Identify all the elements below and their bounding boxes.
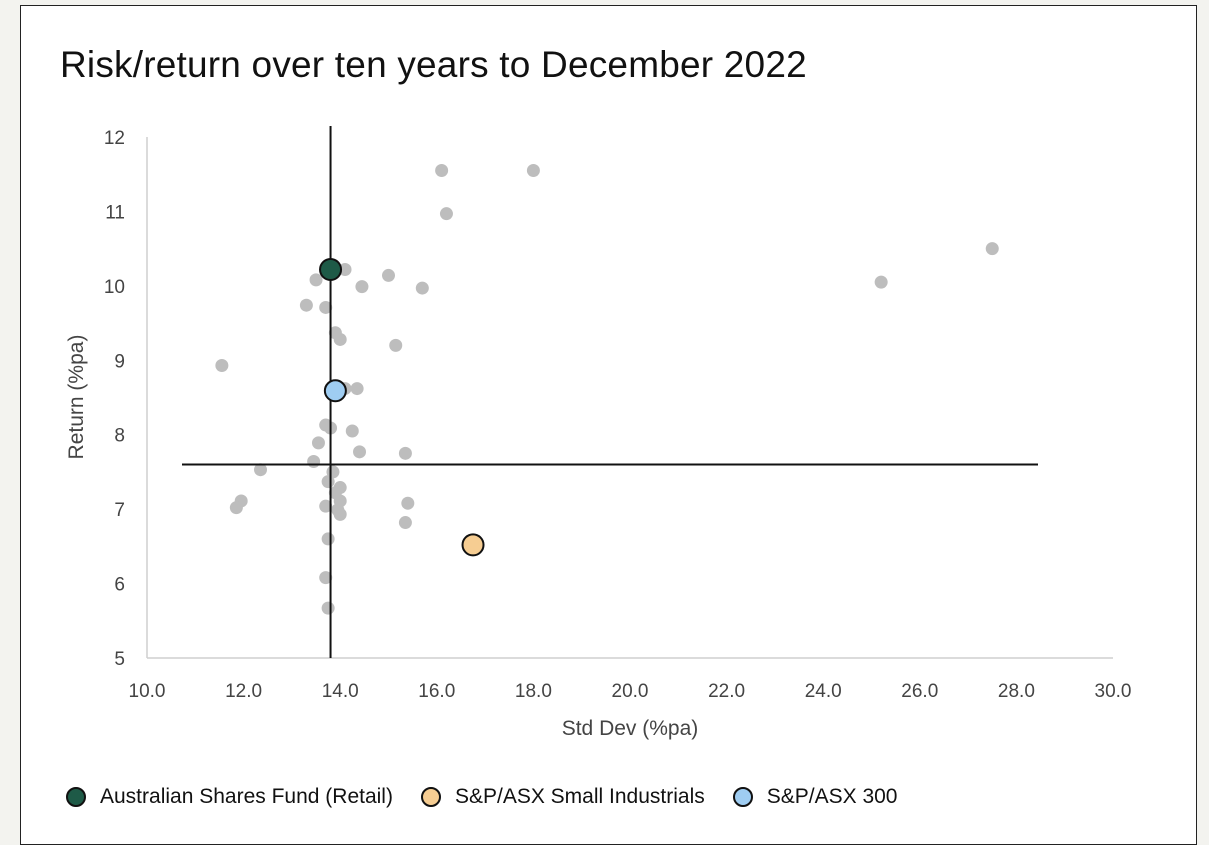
series-point-1 — [463, 534, 484, 555]
peer-point — [399, 447, 412, 460]
legend-item-fund: Australian Shares Fund (Retail) — [66, 785, 393, 809]
legend-label-asx300: S&P/ASX 300 — [767, 785, 898, 809]
series-point-0 — [320, 259, 341, 280]
y-tick-label: 11 — [105, 202, 125, 223]
x-tick-label: 14.0 — [322, 681, 359, 702]
peer-point — [334, 508, 347, 521]
y-tick-label: 7 — [114, 500, 125, 521]
legend-swatch-fund — [66, 787, 86, 807]
y-tick-label: 12 — [104, 128, 125, 149]
peer-point — [215, 359, 228, 372]
peer-point — [399, 516, 412, 529]
legend: Australian Shares Fund (Retail) S&P/ASX … — [66, 785, 925, 809]
y-tick-labels: 5 6 7 8 9 10 11 12 — [104, 128, 125, 670]
x-tick-label: 28.0 — [998, 681, 1035, 702]
y-tick-label: 8 — [114, 426, 125, 447]
peer-point — [334, 333, 347, 346]
legend-swatch-small-industrials — [421, 787, 441, 807]
reference-lines — [182, 126, 1038, 658]
x-tick-label: 22.0 — [708, 681, 745, 702]
legend-label-fund: Australian Shares Fund (Retail) — [100, 785, 393, 809]
peer-point — [355, 280, 368, 293]
peer-point — [527, 164, 540, 177]
legend-swatch-asx300 — [733, 787, 753, 807]
x-tick-label: 18.0 — [515, 681, 552, 702]
peer-point — [986, 242, 999, 255]
peer-point — [307, 455, 320, 468]
peer-point — [312, 436, 325, 449]
peer-point — [322, 475, 335, 488]
x-tick-label: 16.0 — [418, 681, 455, 702]
peer-point — [353, 445, 366, 458]
y-tick-label: 9 — [114, 351, 125, 372]
peer-point — [322, 532, 335, 545]
peer-point — [435, 164, 448, 177]
y-tick-label: 10 — [104, 277, 125, 298]
peer-point — [346, 424, 359, 437]
peer-point — [389, 339, 402, 352]
peer-point — [322, 602, 335, 615]
peer-point — [351, 382, 364, 395]
legend-item-small-industrials: S&P/ASX Small Industrials — [421, 785, 705, 809]
peer-point — [401, 497, 414, 510]
legend-item-asx300: S&P/ASX 300 — [733, 785, 898, 809]
x-tick-labels: 10.0 12.0 14.0 16.0 18.0 20.0 22.0 24.0 26.0 28.0… — [129, 681, 1132, 702]
x-tick-label: 26.0 — [901, 681, 938, 702]
peer-point — [440, 207, 453, 220]
peer-point — [875, 276, 888, 289]
peer-point — [230, 501, 243, 514]
legend-label-small-industrials: S&P/ASX Small Industrials — [455, 785, 705, 809]
x-tick-label: 10.0 — [129, 681, 166, 702]
x-axis-label: Std Dev (%pa) — [562, 717, 699, 740]
x-tick-label: 20.0 — [612, 681, 649, 702]
series-point-2 — [325, 380, 346, 401]
x-tick-label: 24.0 — [805, 681, 842, 702]
peer-point — [310, 273, 323, 286]
axes — [147, 137, 1113, 658]
peer-point — [416, 282, 429, 295]
peer-point — [382, 269, 395, 282]
peer-point — [300, 299, 313, 312]
y-tick-label: 5 — [114, 649, 125, 670]
x-tick-label: 12.0 — [225, 681, 262, 702]
x-tick-label: 30.0 — [1095, 681, 1132, 702]
y-tick-label: 6 — [114, 575, 125, 596]
y-axis-label: Return (%pa) — [65, 335, 88, 460]
